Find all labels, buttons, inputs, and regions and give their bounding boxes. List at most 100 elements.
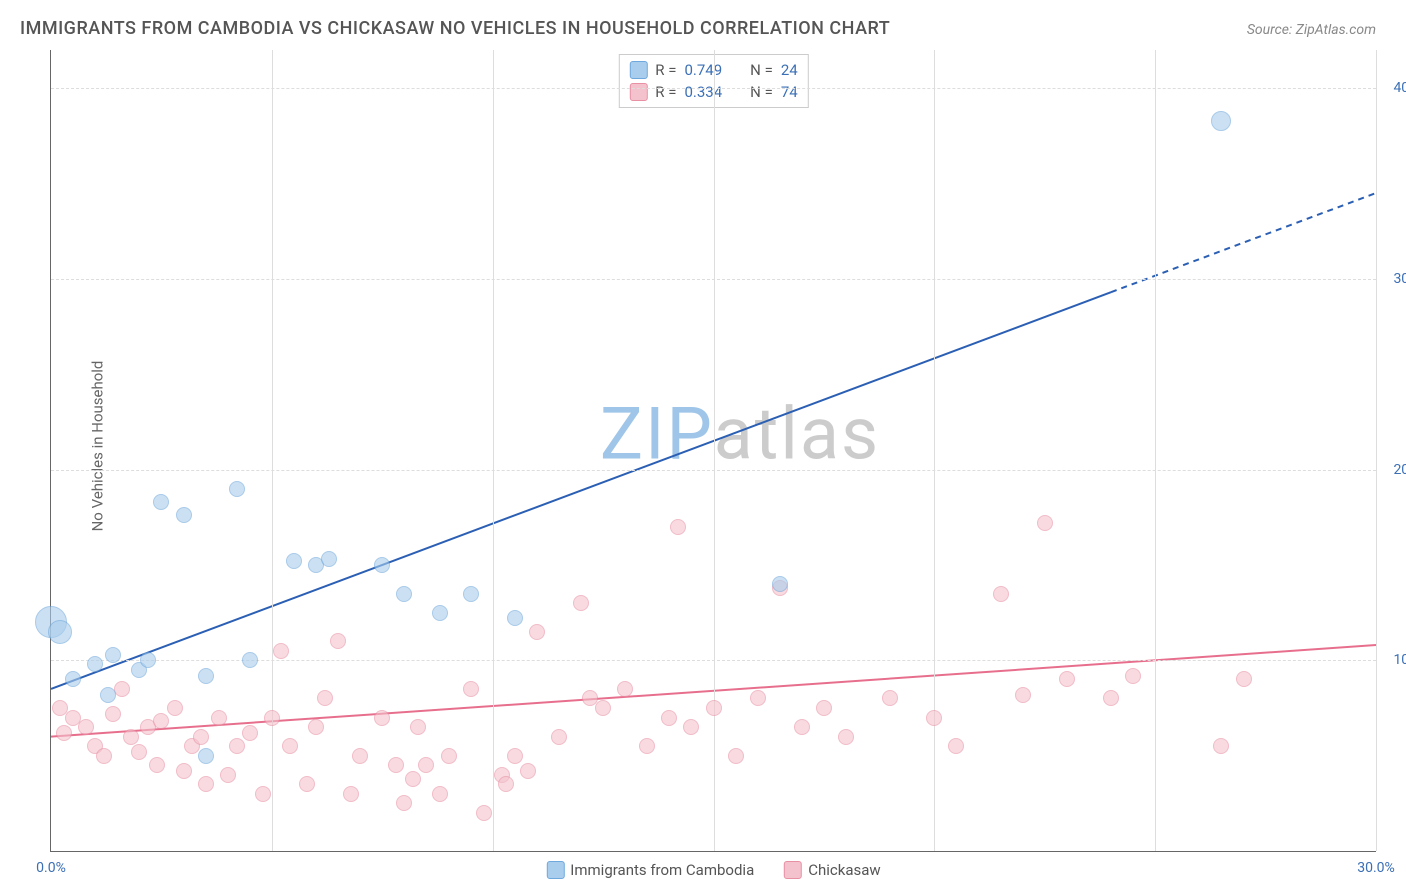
data-point	[1059, 671, 1075, 687]
data-point	[242, 725, 258, 741]
data-point	[264, 710, 280, 726]
data-point	[374, 710, 390, 726]
data-point	[661, 710, 677, 726]
data-point	[100, 687, 116, 703]
data-point	[948, 738, 964, 754]
data-point	[229, 481, 245, 497]
data-point	[529, 624, 545, 640]
data-point	[343, 786, 359, 802]
data-point	[520, 763, 536, 779]
trend-line	[51, 292, 1111, 689]
data-point	[926, 710, 942, 726]
data-point	[176, 763, 192, 779]
y-tick-label: 30.0%	[1393, 271, 1406, 287]
legend-swatch	[784, 861, 802, 879]
data-point	[149, 757, 165, 773]
legend-swatch	[629, 83, 647, 101]
n-label: N =	[750, 83, 773, 101]
y-tick-label: 20.0%	[1393, 462, 1406, 478]
data-point	[153, 713, 169, 729]
series-name: Chickasaw	[808, 861, 880, 879]
data-point	[317, 690, 333, 706]
data-point	[198, 776, 214, 792]
data-point	[432, 605, 448, 621]
data-point	[48, 620, 72, 644]
data-point	[993, 586, 1009, 602]
data-point	[772, 576, 788, 592]
legend-item: Chickasaw	[784, 861, 880, 879]
data-point	[441, 748, 457, 764]
r-value: 0.749	[684, 61, 722, 79]
data-point	[321, 551, 337, 567]
data-point	[123, 729, 139, 745]
data-point	[242, 652, 258, 668]
series-legend: Immigrants from Cambodia Chickasaw	[546, 861, 880, 879]
data-point	[463, 681, 479, 697]
data-point	[330, 633, 346, 649]
data-point	[794, 719, 810, 735]
r-label: R =	[655, 61, 676, 79]
y-tick-label: 10.0%	[1393, 652, 1406, 668]
data-point	[617, 681, 633, 697]
data-point	[176, 507, 192, 523]
data-point	[507, 610, 523, 626]
data-point	[750, 690, 766, 706]
gridline-vertical	[272, 50, 273, 851]
data-point	[1103, 690, 1119, 706]
data-point	[153, 494, 169, 510]
data-point	[352, 748, 368, 764]
gridline-vertical	[934, 50, 935, 851]
data-point	[105, 647, 121, 663]
data-point	[78, 719, 94, 735]
data-point	[396, 795, 412, 811]
data-point	[706, 700, 722, 716]
data-point	[1037, 515, 1053, 531]
x-tick-label: 0.0%	[36, 860, 66, 876]
data-point	[220, 767, 236, 783]
data-point	[573, 595, 589, 611]
legend-swatch	[546, 861, 564, 879]
data-point	[396, 586, 412, 602]
data-point	[507, 748, 523, 764]
data-point	[476, 805, 492, 821]
data-point	[463, 586, 479, 602]
data-point	[374, 557, 390, 573]
n-label: N =	[750, 61, 773, 79]
data-point	[728, 748, 744, 764]
data-point	[167, 700, 183, 716]
n-value: 74	[781, 83, 798, 101]
data-point	[65, 671, 81, 687]
data-point	[299, 776, 315, 792]
source-name: ZipAtlas.com	[1296, 22, 1376, 38]
data-point	[211, 710, 227, 726]
data-point	[87, 656, 103, 672]
data-point	[551, 729, 567, 745]
data-point	[273, 643, 289, 659]
r-label: R =	[655, 83, 676, 101]
data-point	[670, 519, 686, 535]
series-name: Immigrants from Cambodia	[570, 861, 754, 879]
data-point	[838, 729, 854, 745]
scatter-chart: ZIPatlas R =0.749N =24R =0.334N =74 Immi…	[50, 50, 1376, 852]
x-tick-label: 30.0%	[1357, 860, 1395, 876]
data-point	[595, 700, 611, 716]
data-point	[198, 748, 214, 764]
legend-swatch	[629, 61, 647, 79]
data-point	[1213, 738, 1229, 754]
gridline-vertical	[1376, 50, 1377, 851]
gridline-vertical	[714, 50, 715, 851]
r-value: 0.334	[684, 83, 722, 101]
data-point	[683, 719, 699, 735]
data-point	[418, 757, 434, 773]
data-point	[432, 786, 448, 802]
n-value: 24	[781, 61, 798, 79]
data-point	[255, 786, 271, 802]
data-point	[282, 738, 298, 754]
legend-item: Immigrants from Cambodia	[546, 861, 754, 879]
data-point	[56, 725, 72, 741]
data-point	[882, 690, 898, 706]
data-point	[1125, 668, 1141, 684]
trend-line-extrapolated	[1111, 193, 1376, 292]
data-point	[105, 706, 121, 722]
data-point	[198, 668, 214, 684]
